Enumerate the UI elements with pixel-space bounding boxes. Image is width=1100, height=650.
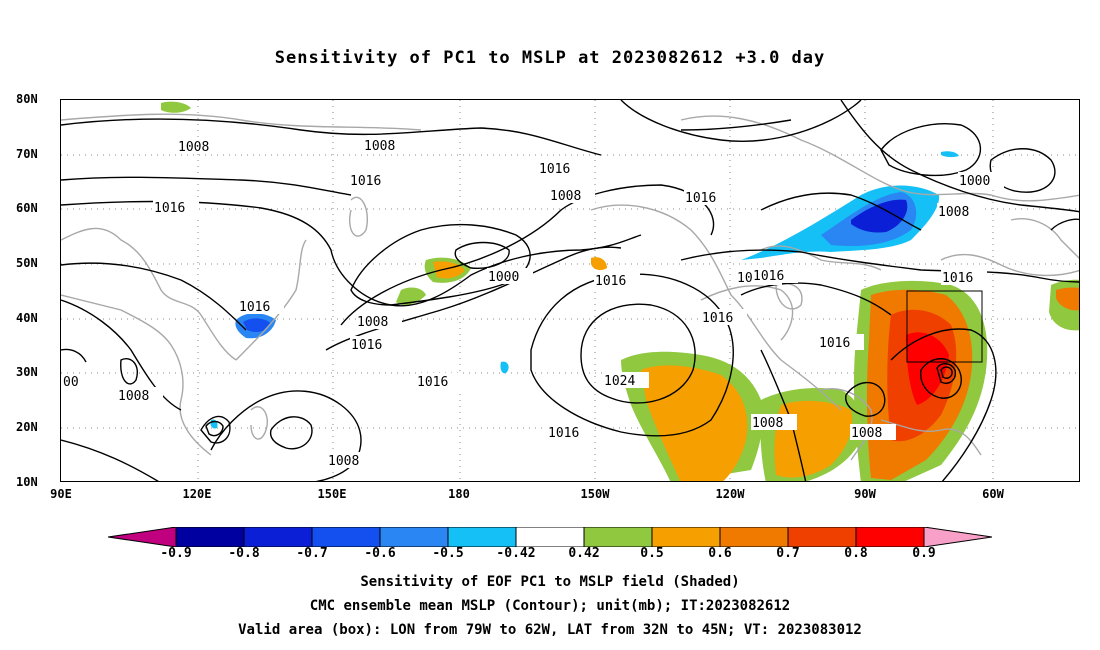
caption-line-1: Sensitivity of EOF PC1 to MSLP field (Sh… xyxy=(360,574,740,590)
contour-labels: 1008 1008 1016 1016 1016 1008 1016 1016 … xyxy=(61,137,1004,469)
colorbar-cell xyxy=(855,527,925,547)
colorbar-tick-label: -0.7 xyxy=(296,546,328,561)
contour-label: 1008 xyxy=(118,389,149,404)
contour-label: 1008 xyxy=(357,315,388,330)
colorbar-tick-label: -0.8 xyxy=(228,546,260,561)
lat-label-30n: 30N xyxy=(16,365,38,379)
lon-label-120e: 120E xyxy=(182,487,212,501)
colorbar-cell xyxy=(108,527,177,547)
contour-label: 1008 xyxy=(938,205,969,220)
colorbar-tick-label: -0.42 xyxy=(496,546,536,561)
contour-label: 1008 xyxy=(364,139,395,154)
map-panel: 1008 1008 1016 1016 1016 1008 1016 1016 … xyxy=(60,99,1080,482)
lon-label-90e: 90E xyxy=(50,487,72,501)
colorbar-cell xyxy=(787,527,857,547)
contour-label: 1016 xyxy=(819,336,850,351)
lon-label-120w: 120W xyxy=(715,487,745,501)
shading-negative xyxy=(210,151,959,429)
mslp-contours xyxy=(61,100,1079,481)
caption-line-2: CMC ensemble mean MSLP (Contour); unit(m… xyxy=(309,598,791,614)
colorbar-cell xyxy=(719,527,789,547)
colorbar-cell xyxy=(243,527,313,547)
valid-area-box xyxy=(906,290,983,363)
lat-label-70n: 70N xyxy=(16,147,38,161)
contour-label: 00 xyxy=(63,375,79,390)
contour-label: 1008 xyxy=(328,454,359,469)
colorbar-cell xyxy=(651,527,721,547)
caption-line-3: Valid area (box): LON from 79W to 62W, L… xyxy=(238,622,862,638)
contour-label: 1016 xyxy=(685,191,716,206)
colorbar-cell xyxy=(583,527,653,547)
colorbar-tick-label: 0.5 xyxy=(640,546,664,561)
contour-label: 1008 xyxy=(851,426,882,441)
lat-label-40n: 40N xyxy=(16,311,38,325)
contour-label: 1016 xyxy=(154,201,185,216)
lat-label-60n: 60N xyxy=(16,201,38,215)
map-canvas: 1008 1008 1016 1016 1016 1008 1016 1016 … xyxy=(61,100,1079,481)
contour-label: 1016 xyxy=(595,274,626,289)
colorbar-tick-label: -0.5 xyxy=(432,546,464,561)
colorbar-tick-label: 0.42 xyxy=(568,546,600,561)
contour-label: 1016 xyxy=(702,311,733,326)
lon-label-150w: 150W xyxy=(580,487,610,501)
lon-label-60w: 60W xyxy=(982,487,1004,501)
contour-label: 1016 xyxy=(239,300,270,315)
contour-label: 1024 xyxy=(604,374,635,389)
colorbar-cell xyxy=(311,527,381,547)
contour-label: 1016 xyxy=(350,174,381,189)
contour-label: 1008 xyxy=(550,189,581,204)
lat-label-20n: 20N xyxy=(16,420,38,434)
colorbar-cell xyxy=(447,527,517,547)
colorbar-tick-label: 0.9 xyxy=(912,546,936,561)
contour-label: 1016 xyxy=(548,426,579,441)
colorbar-tick-label: 0.8 xyxy=(844,546,868,561)
lon-label-180: 180 xyxy=(448,487,470,501)
colorbar-tick-label: -0.6 xyxy=(364,546,396,561)
contour-label: 1008 xyxy=(178,140,209,155)
shading-positive xyxy=(161,101,1079,481)
colorbar-cell xyxy=(379,527,449,547)
contour-label: 1016 xyxy=(539,162,570,177)
colorbar-cell xyxy=(923,527,992,547)
contour-label: 1016 xyxy=(753,269,784,284)
lon-label-90w: 90W xyxy=(854,487,876,501)
contour-label: 1000 xyxy=(959,174,990,189)
colorbar-cell xyxy=(515,527,585,547)
lat-label-50n: 50N xyxy=(16,256,38,270)
colorbar-tick-label: 0.6 xyxy=(708,546,732,561)
lon-label-150e: 150E xyxy=(317,487,347,501)
contour-label: 1016 xyxy=(351,338,382,353)
contour-label: 1016 xyxy=(942,271,973,286)
colorbar-cell xyxy=(175,527,245,547)
lat-label-10n: 10N xyxy=(16,475,38,489)
lat-label-80n: 80N xyxy=(16,92,38,106)
contour-label: 1000 xyxy=(488,270,519,285)
chart-title: Sensitivity of PC1 to MSLP at 2023082612… xyxy=(274,48,826,68)
colorbar xyxy=(108,527,992,547)
contour-label: 1008 xyxy=(752,416,783,431)
colorbar-tick-label: 0.7 xyxy=(776,546,800,561)
contour-label: 1016 xyxy=(417,375,448,390)
coastlines xyxy=(61,113,1079,461)
colorbar-tick-label: -0.9 xyxy=(160,546,192,561)
